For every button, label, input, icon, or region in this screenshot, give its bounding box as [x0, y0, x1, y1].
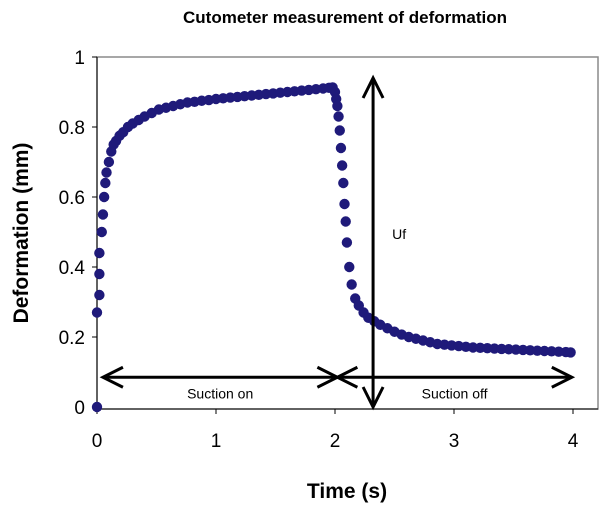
x-tick-label: 1 — [211, 431, 222, 452]
data-point — [565, 347, 576, 358]
data-point — [96, 226, 107, 238]
data-point — [94, 268, 105, 280]
x-tick-label: 3 — [449, 431, 460, 452]
data-point — [340, 216, 351, 227]
data-point — [98, 191, 110, 203]
data-point — [335, 142, 347, 154]
data-point — [94, 289, 105, 301]
data-point — [334, 125, 345, 136]
data-point — [346, 279, 357, 290]
data-point — [341, 237, 353, 248]
arrow-head — [361, 74, 385, 99]
y-tick-label: 1 — [74, 48, 85, 69]
y-axis-title: Deformation (mm) — [10, 143, 33, 324]
x-axis-title: Time (s) — [307, 480, 387, 503]
data-point — [103, 156, 115, 168]
y-tick-label: 0 — [74, 398, 85, 419]
annotation-label: Suction on — [187, 385, 253, 401]
x-tick-label: 0 — [92, 431, 103, 452]
x-tick-label: 4 — [568, 431, 579, 452]
y-tick-label: 0.6 — [59, 188, 85, 209]
data-point — [97, 209, 109, 220]
arrow-head — [334, 365, 359, 389]
annotations: Suction on Suction off Uf — [99, 74, 576, 411]
data-point — [91, 401, 103, 413]
annotation-label: Suction off — [422, 385, 488, 401]
data-point — [339, 198, 350, 210]
data-point — [333, 111, 344, 122]
arrow-head — [361, 386, 385, 411]
arrow-head — [551, 365, 576, 389]
arrow-head — [99, 365, 124, 389]
data-point — [91, 307, 103, 318]
chart-title: Cutometer measurement of deformation — [183, 8, 507, 27]
y-tick-label: 0.8 — [59, 118, 85, 139]
data-point — [100, 177, 111, 189]
data-point — [338, 177, 349, 189]
data-point — [344, 261, 355, 273]
x-tick-label: 2 — [330, 431, 341, 452]
annotation-label: Uf — [392, 226, 406, 242]
y-tick-label: 0.4 — [59, 258, 86, 279]
data-point — [101, 167, 112, 178]
data-point — [332, 100, 343, 112]
y-axis: 0 0.2 0.4 0.6 0.8 1 — [59, 48, 97, 419]
data-series — [91, 82, 576, 413]
x-axis: 0 1 2 3 4 — [92, 409, 579, 452]
y-tick-label: 0.2 — [59, 328, 85, 349]
data-point — [94, 247, 105, 259]
data-point — [336, 160, 348, 171]
